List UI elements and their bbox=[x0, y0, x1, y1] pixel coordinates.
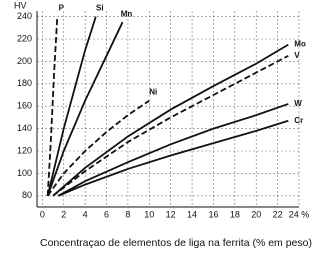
series-line bbox=[46, 16, 59, 196]
x-tick-label: 8 bbox=[125, 209, 130, 219]
x-tick-label: 2 bbox=[61, 209, 66, 219]
x-tick-label: 20 bbox=[251, 209, 261, 219]
series-line bbox=[46, 21, 124, 197]
series-line bbox=[52, 43, 289, 197]
x-tick-label: 16 bbox=[208, 209, 218, 219]
y-tick-label: 200 bbox=[17, 56, 32, 66]
series-label: W bbox=[294, 99, 302, 108]
x-tick-label: 6 bbox=[104, 209, 109, 219]
x-tick-label: 24 % bbox=[289, 209, 310, 219]
y-tick-label: 160 bbox=[17, 101, 32, 111]
y-tick-label: 180 bbox=[17, 78, 32, 88]
series-label: Cr bbox=[294, 116, 303, 125]
y-tick-label: 80 bbox=[22, 190, 32, 200]
x-tick-label: 10 bbox=[144, 209, 154, 219]
series-label: Ni bbox=[149, 88, 157, 97]
x-tick-label: 0 bbox=[40, 209, 45, 219]
y-tick-label: 100 bbox=[17, 168, 32, 178]
series-line bbox=[46, 99, 150, 197]
y-tick-label: 140 bbox=[17, 123, 32, 133]
series-line bbox=[52, 55, 289, 197]
series-label: P bbox=[59, 4, 65, 13]
series-label: Mo bbox=[294, 40, 306, 49]
y-axis-label: HV bbox=[14, 0, 27, 10]
x-tick-label: 12 bbox=[166, 209, 176, 219]
y-tick-label: 240 bbox=[17, 11, 32, 21]
x-tick-label: 22 bbox=[273, 209, 283, 219]
series-label: Mn bbox=[121, 9, 133, 18]
x-tick-label: 18 bbox=[230, 209, 240, 219]
y-tick-label: 120 bbox=[17, 145, 32, 155]
series-label: V bbox=[294, 51, 300, 60]
series-line bbox=[46, 16, 97, 197]
series-label: Si bbox=[96, 4, 104, 13]
x-tick-label: 4 bbox=[83, 209, 88, 219]
y-tick-label: 220 bbox=[17, 33, 32, 43]
series-line bbox=[58, 119, 289, 197]
x-axis-label: Concentraçao de elementos de liga na fer… bbox=[40, 237, 312, 249]
series-line bbox=[57, 103, 289, 197]
x-tick-label: 14 bbox=[187, 209, 197, 219]
